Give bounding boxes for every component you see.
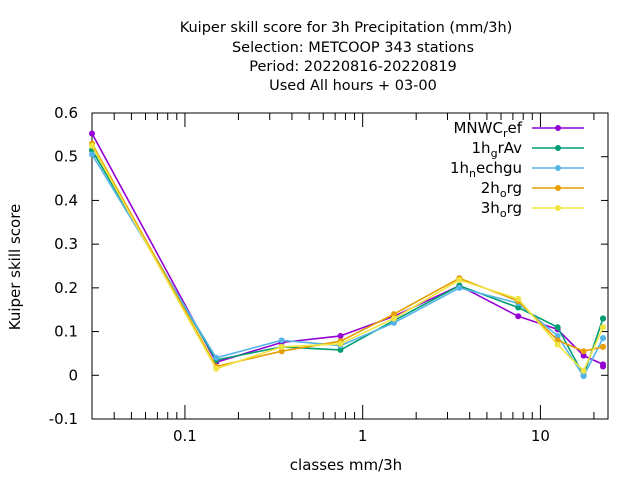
legend-swatch-marker (555, 185, 561, 191)
data-point (515, 304, 522, 311)
legend-swatch-marker (555, 205, 561, 211)
y-tick-label: 0.2 (54, 279, 78, 297)
data-point (390, 311, 397, 318)
data-point (390, 315, 397, 322)
data-point (89, 130, 95, 137)
series-line-3 (91, 154, 604, 378)
data-point (580, 367, 587, 374)
legend-entry-label: 2horg (481, 179, 522, 200)
data-point (213, 354, 220, 361)
y-axis-label: Kuiper skill score (6, 204, 24, 331)
legend-entry-label: 1hnechgu (450, 159, 522, 180)
x-tick-label: 1 (358, 427, 368, 445)
data-point (554, 332, 561, 339)
data-point (278, 337, 285, 344)
y-tick-label: 0.4 (54, 191, 78, 209)
legend-entry-label: 3horg (481, 199, 522, 220)
title-line-1: Kuiper skill score for 3h Precipitation … (180, 20, 513, 36)
legend-entry-label: MNWCref (453, 119, 522, 140)
data-point (580, 352, 587, 359)
data-point (337, 332, 344, 339)
legend-entry-label: 1hgrAv (472, 139, 523, 160)
x-axis-label: classes mm/3h (290, 456, 402, 474)
data-point (580, 373, 587, 380)
data-point (515, 295, 522, 302)
data-point (89, 151, 95, 158)
data-point (213, 365, 220, 372)
data-point (515, 313, 522, 320)
y-tick-label: -0.1 (49, 410, 78, 428)
series-line-2 (91, 149, 604, 377)
x-tick-label: 10 (531, 427, 550, 445)
y-tick-label: 0.1 (54, 323, 78, 341)
chart-title: Kuiper skill score for 3h Precipitation … (180, 20, 513, 94)
data-point (89, 142, 95, 149)
data-point (456, 276, 463, 283)
data-point (600, 315, 607, 322)
y-tick-label: 0.6 (54, 104, 78, 122)
data-point (390, 319, 397, 326)
legend-swatch-marker (555, 165, 561, 171)
series-layer (89, 130, 607, 380)
data-point (278, 348, 285, 355)
y-tick-label: 0.3 (54, 235, 78, 253)
series-line-4 (91, 143, 604, 368)
title-line-2: Selection: METCOOP 343 stations (232, 40, 474, 56)
data-point (580, 348, 587, 355)
y-tick-label: 0.5 (54, 148, 78, 166)
data-point (600, 324, 607, 331)
data-point (278, 343, 285, 350)
data-point (600, 335, 607, 342)
data-point (337, 340, 344, 347)
legend-swatch-marker (555, 145, 561, 151)
title-line-4: Used All hours + 03-00 (269, 78, 437, 94)
title-line-3: Period: 20220816-20220819 (249, 59, 457, 75)
series-line-1 (91, 133, 604, 367)
x-tick-label: 0.1 (173, 427, 197, 445)
plot-frame (91, 112, 609, 420)
data-point (554, 341, 561, 348)
series-line-5 (91, 145, 604, 372)
data-point (337, 346, 344, 353)
y-tick-label: 0 (68, 366, 78, 384)
plot-axes: -0.1 0 0.1 0.2 0.3 0.4 0.5 0.6 0.1 1 10 (49, 104, 609, 445)
data-point (600, 363, 607, 370)
data-point (600, 343, 607, 350)
legend-swatch-marker (555, 125, 561, 131)
data-point (554, 324, 561, 331)
data-point (456, 284, 463, 291)
